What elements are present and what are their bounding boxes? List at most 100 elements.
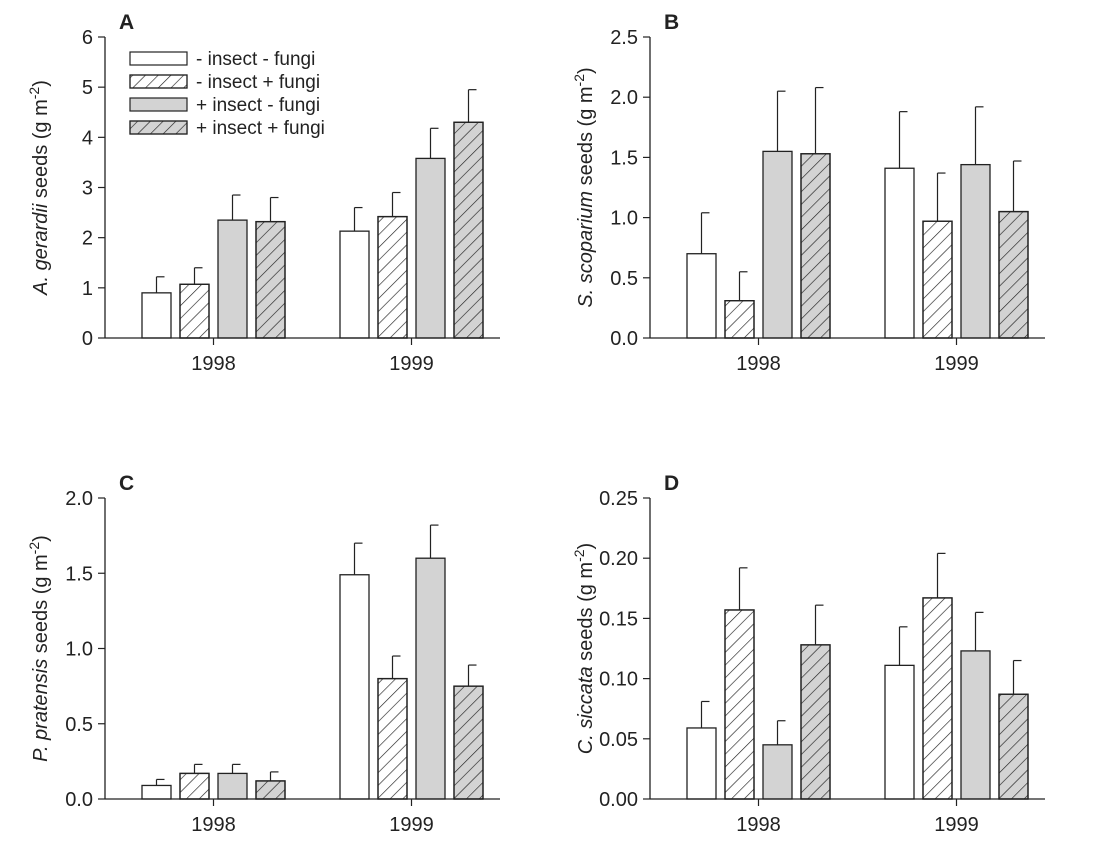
legend: - insect - fungi- insect + fungi+ insect… bbox=[129, 49, 325, 139]
error-bar bbox=[936, 552, 946, 598]
bar bbox=[884, 167, 915, 339]
panel-letter: D bbox=[664, 472, 679, 495]
legend-label: - insect - fungi bbox=[196, 49, 315, 70]
bar-hatch bbox=[922, 597, 953, 800]
error-bar bbox=[429, 524, 439, 559]
y-tick-label: 0.15 bbox=[599, 608, 638, 630]
bar bbox=[339, 574, 370, 800]
panel-letter: C bbox=[119, 472, 134, 495]
error-bar bbox=[155, 276, 165, 293]
x-tick-label: 1998 bbox=[191, 814, 236, 836]
panel-c: 0.0 0.5 1.0 1.5 2.0 1998 1999 C P. pratensis see… bbox=[26, 472, 500, 836]
y-tick-label: 2.5 bbox=[610, 27, 638, 49]
y-tick-label: 4 bbox=[82, 127, 93, 149]
bar-hatch bbox=[800, 644, 831, 800]
bar-hatch bbox=[179, 283, 210, 339]
error-bar bbox=[776, 720, 786, 745]
x-tick-label: 1999 bbox=[934, 353, 979, 375]
error-bar bbox=[269, 771, 279, 781]
x-tick-label: 1998 bbox=[736, 353, 781, 375]
bar-hatch bbox=[179, 772, 210, 800]
y-tick-label: 0.25 bbox=[599, 488, 638, 510]
bar bbox=[415, 557, 446, 800]
legend-swatch bbox=[129, 97, 188, 112]
error-bar bbox=[936, 172, 946, 222]
bar-hatch bbox=[377, 215, 408, 339]
bar bbox=[960, 650, 991, 800]
error-bar bbox=[193, 763, 203, 774]
bar bbox=[762, 150, 793, 339]
bar bbox=[141, 784, 172, 800]
error-bar bbox=[898, 626, 908, 666]
bar-hatch bbox=[922, 220, 953, 339]
panel-letter: B bbox=[664, 11, 679, 34]
error-bar bbox=[391, 655, 401, 679]
legend-swatch-hatch bbox=[129, 120, 188, 135]
y-tick-label: 2.0 bbox=[610, 87, 638, 109]
error-bar bbox=[814, 604, 824, 645]
bar-hatch bbox=[255, 780, 286, 800]
error-bar bbox=[193, 267, 203, 285]
error-bar bbox=[269, 196, 279, 222]
y-tick-label: 5 bbox=[82, 77, 93, 99]
bar-hatch bbox=[800, 153, 831, 339]
legend-label: + insect + fungi bbox=[196, 118, 325, 139]
error-bar bbox=[155, 778, 165, 786]
error-bar bbox=[898, 111, 908, 169]
y-tick-label: 6 bbox=[82, 27, 93, 49]
panel-a: 0 1 2 3 4 5 6 1998 1999 A A. gerardii seeds (g m-2… bbox=[26, 11, 500, 375]
error-bar bbox=[1012, 659, 1022, 695]
error-bar bbox=[231, 194, 241, 221]
error-bar bbox=[814, 86, 824, 154]
y-tick-label: 1.5 bbox=[65, 563, 93, 585]
y-tick-label: 0.10 bbox=[599, 669, 638, 691]
legend-swatch-hatch bbox=[129, 74, 188, 89]
y-axis-title: A. gerardii seeds (g m-2) bbox=[26, 80, 52, 296]
y-tick-label: 0.5 bbox=[65, 714, 93, 736]
x-tick-label: 1999 bbox=[934, 814, 979, 836]
error-bar bbox=[1012, 160, 1022, 212]
error-bar bbox=[738, 567, 748, 610]
legend-item: - insect + fungi bbox=[129, 72, 320, 93]
error-bar bbox=[974, 106, 984, 165]
error-bar bbox=[429, 127, 439, 159]
bar bbox=[217, 219, 248, 339]
bar-hatch bbox=[998, 210, 1029, 339]
panel-d: 0.00 0.05 0.10 0.15 0.20 0.25 1998 1999 D C. sicc… bbox=[571, 472, 1045, 836]
y-tick-label: 2.0 bbox=[65, 488, 93, 510]
x-tick-label: 1999 bbox=[389, 814, 434, 836]
x-tick-label: 1999 bbox=[389, 353, 434, 375]
bar bbox=[762, 744, 793, 800]
error-bar bbox=[974, 611, 984, 651]
y-tick-label: 0.00 bbox=[599, 789, 638, 811]
bar bbox=[415, 157, 446, 339]
bar-hatch bbox=[255, 220, 286, 339]
error-bar bbox=[353, 206, 363, 232]
legend-swatch bbox=[129, 51, 188, 66]
panel-b: 0.0 0.5 1.0 1.5 2.0 2.5 1998 1999 B S. scoparium … bbox=[571, 11, 1045, 375]
legend-label: + insect - fungi bbox=[196, 95, 320, 116]
y-tick-label: 0 bbox=[82, 328, 93, 350]
y-axis-title: C. siccata seeds (g m-2) bbox=[571, 543, 597, 754]
error-bar bbox=[700, 212, 710, 254]
bar-hatch bbox=[724, 609, 755, 800]
y-tick-label: 0.0 bbox=[610, 328, 638, 350]
y-axis-title: S. scoparium seeds (g m-2) bbox=[571, 67, 597, 307]
y-tick-label: 0.5 bbox=[610, 268, 638, 290]
legend-item: - insect - fungi bbox=[129, 49, 315, 70]
bar bbox=[884, 664, 915, 800]
bar bbox=[217, 772, 248, 800]
bar bbox=[960, 163, 991, 339]
y-tick-label: 2 bbox=[82, 228, 93, 250]
error-bar bbox=[467, 89, 477, 123]
y-tick-label: 1.0 bbox=[610, 208, 638, 230]
bar bbox=[686, 253, 717, 339]
error-bar bbox=[231, 763, 241, 774]
y-tick-label: 1.5 bbox=[610, 147, 638, 169]
bar-hatch bbox=[453, 121, 484, 339]
bar-hatch bbox=[998, 693, 1029, 800]
panel-letter: A bbox=[119, 11, 134, 34]
error-bar bbox=[776, 90, 786, 152]
bar-hatch bbox=[377, 677, 408, 800]
